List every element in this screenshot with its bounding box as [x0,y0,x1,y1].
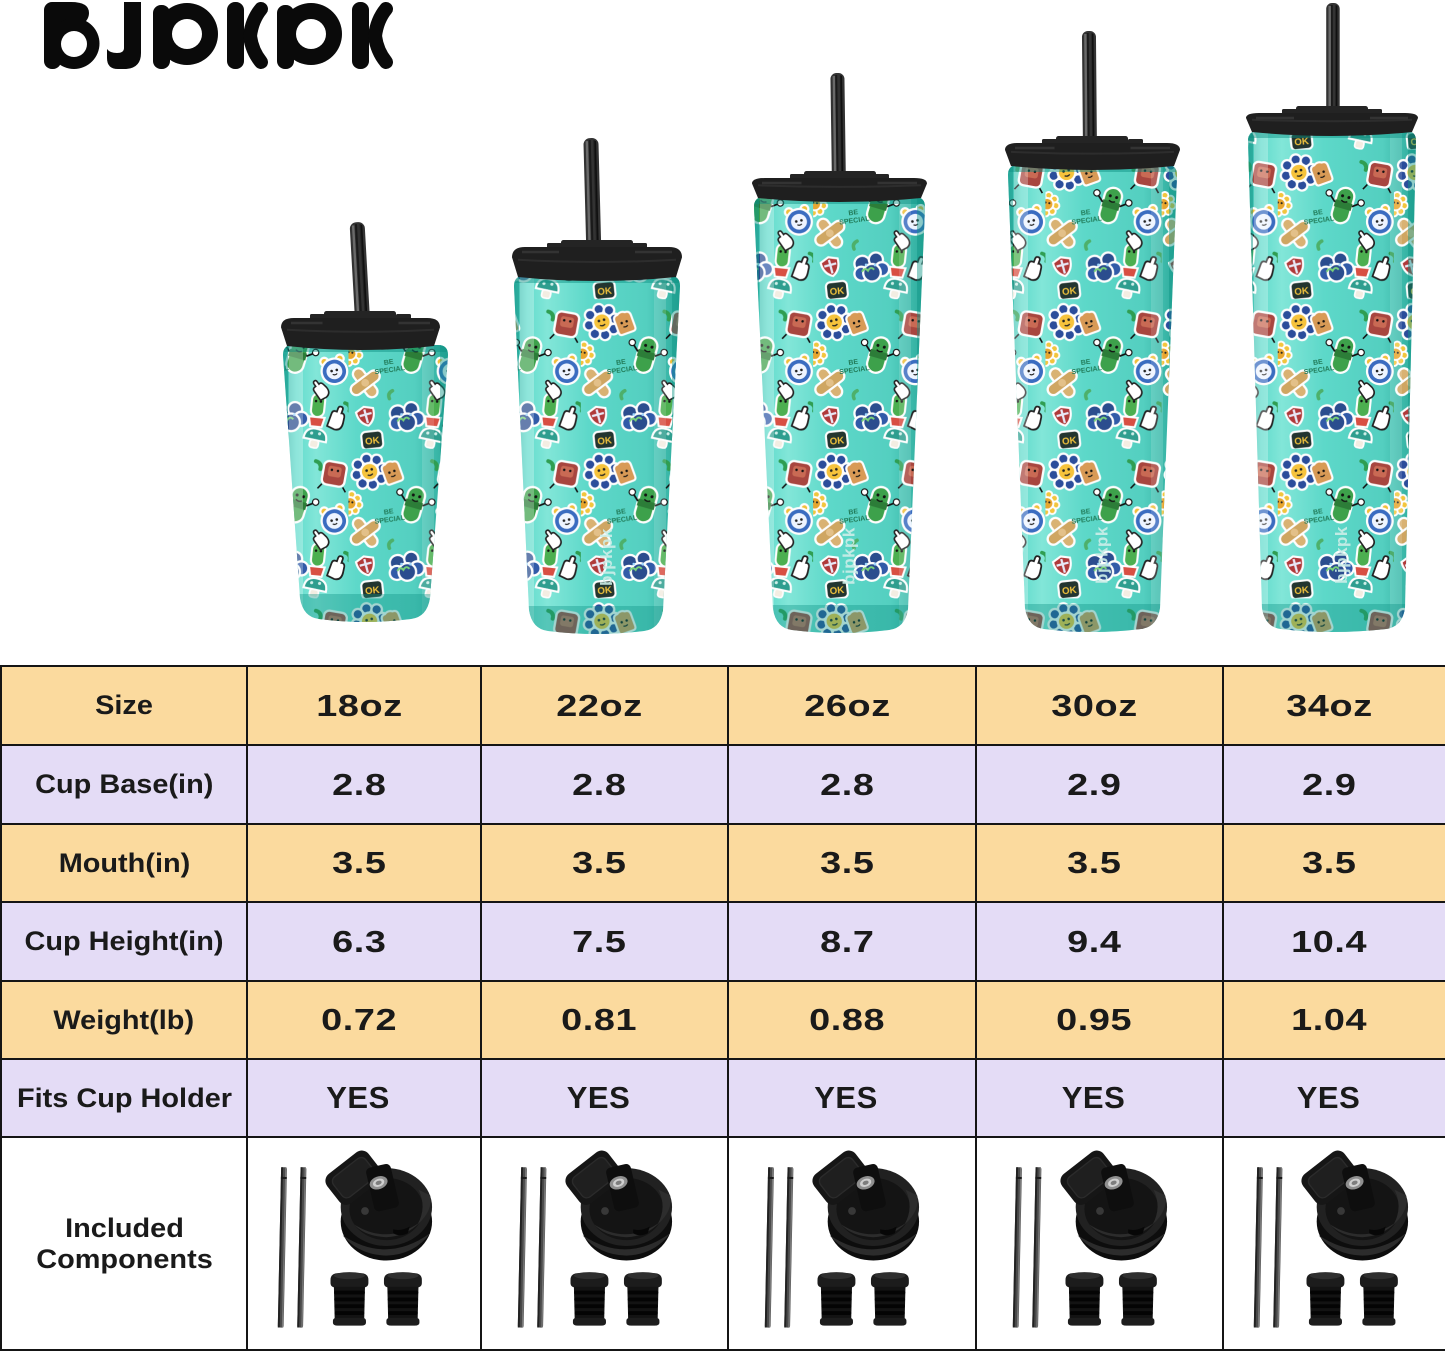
svg-text:bjpkpk: bjpkpk [1332,526,1351,584]
svg-text:bjpkpk: bjpkpk [1093,526,1112,584]
svg-text:bjpkpk: bjpkpk [840,527,859,585]
svg-text:bjpkpk: bjpkpk [597,528,616,586]
